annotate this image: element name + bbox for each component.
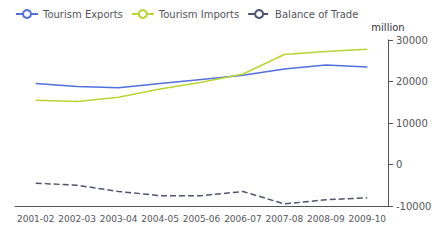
svg-text:20000: 20000 [396, 76, 428, 87]
svg-text:2008-09: 2008-09 [307, 214, 345, 224]
svg-text:10000: 10000 [396, 118, 428, 129]
svg-text:million: million [371, 22, 404, 33]
svg-text:-10000: -10000 [396, 201, 431, 212]
svg-text:2001-02: 2001-02 [17, 214, 55, 224]
svg-text:2005-06: 2005-06 [183, 214, 221, 224]
svg-text:0: 0 [396, 159, 402, 170]
svg-text:Tourism Exports: Tourism Exports [42, 9, 123, 20]
svg-text:Balance of Trade: Balance of Trade [275, 9, 358, 20]
svg-text:Tourism Imports: Tourism Imports [158, 9, 239, 20]
svg-text:2006-07: 2006-07 [224, 214, 262, 224]
svg-text:2004-05: 2004-05 [141, 214, 179, 224]
svg-text:2007-08: 2007-08 [266, 214, 304, 224]
svg-text:2009-10: 2009-10 [348, 214, 386, 224]
svg-text:30000: 30000 [396, 35, 428, 46]
svg-text:2002-03: 2002-03 [58, 214, 96, 224]
svg-text:2003-04: 2003-04 [100, 214, 138, 224]
